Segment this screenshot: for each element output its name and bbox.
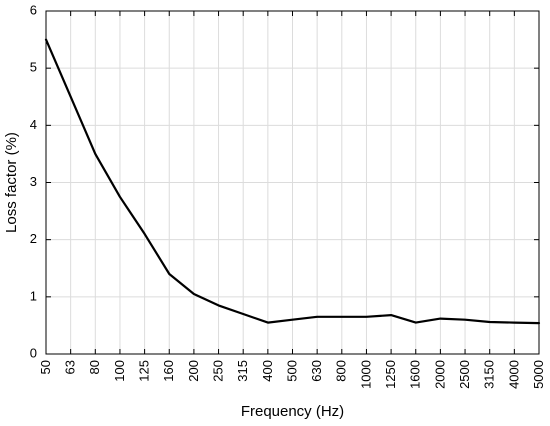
y-tick-label: 2 <box>30 231 37 246</box>
x-tick-label: 4000 <box>506 360 521 389</box>
y-tick-label: 1 <box>30 288 37 303</box>
x-tick-label: 50 <box>38 360 53 374</box>
x-tick-label: 1600 <box>408 360 423 389</box>
y-tick-labels: 0 1 2 3 4 5 6 <box>30 2 37 360</box>
x-tick-label: 1250 <box>383 360 398 389</box>
x-tick-label: 160 <box>161 360 176 382</box>
y-tick-label: 0 <box>30 345 37 360</box>
x-tick-label: 200 <box>186 360 201 382</box>
x-tick-label: 250 <box>210 360 225 382</box>
x-tick-label: 800 <box>334 360 349 382</box>
y-tick-label: 6 <box>30 2 37 17</box>
x-tick-label: 5000 <box>531 360 546 389</box>
x-tick-label: 1000 <box>358 360 373 389</box>
x-axis-title: Frequency (Hz) <box>241 403 344 420</box>
y-tick-label: 5 <box>30 60 37 75</box>
y-axis-title: Loss factor (%) <box>3 132 20 233</box>
x-tick-labels: 50 63 80 100 125 160 200 250 315 400 500 630 800 1000… <box>38 360 546 389</box>
y-tick-label: 3 <box>30 174 37 189</box>
grid <box>45 10 540 355</box>
x-tick-label: 500 <box>284 360 299 382</box>
x-tick-label: 100 <box>112 360 127 382</box>
x-tick-label: 3150 <box>482 360 497 389</box>
x-tick-label: 315 <box>235 360 250 382</box>
series-line <box>44 38 541 325</box>
y-tick-label: 4 <box>30 117 37 132</box>
x-tick-label: 2500 <box>457 360 472 389</box>
plot-frame <box>45 10 540 355</box>
x-tick-label: 400 <box>260 360 275 382</box>
series-layer <box>44 38 541 325</box>
x-tick-label: 63 <box>63 360 78 374</box>
x-tick-label: 630 <box>309 360 324 382</box>
x-tick-label: 125 <box>137 360 152 382</box>
x-tick-label: 2000 <box>432 360 447 389</box>
x-tick-label: 80 <box>87 360 102 374</box>
